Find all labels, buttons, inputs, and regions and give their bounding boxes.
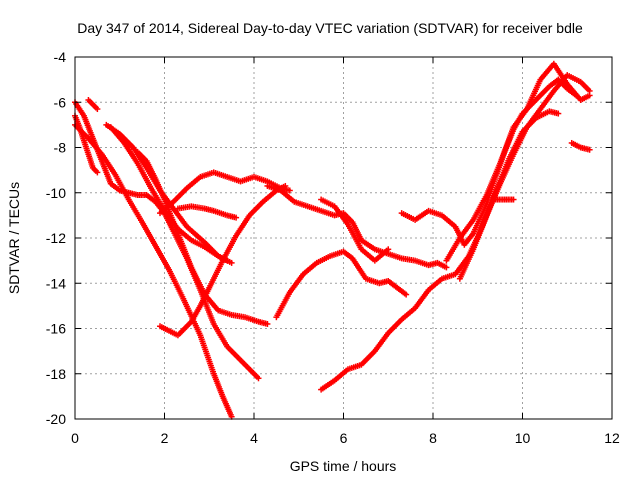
data-point (586, 92, 593, 99)
x-tick-label: 10 (515, 430, 531, 446)
chart-title: Day 347 of 2014, Sidereal Day-to-day VTE… (77, 20, 583, 36)
data-point (385, 246, 392, 253)
y-tick-label: -8 (54, 140, 67, 156)
y-axis-label: SDTVAR / TECUs (6, 182, 22, 294)
y-tick-label: -12 (46, 230, 66, 246)
axis-ticks: 0 2 4 6 8 10 12 -20 -18 -16 -14 -12 -10 -8 -6 -4 (46, 49, 620, 446)
x-axis-label: GPS time / hours (290, 458, 397, 474)
data-point (264, 320, 271, 327)
data-point (286, 187, 293, 194)
data-point (555, 110, 562, 117)
y-tick-label: -18 (46, 366, 66, 382)
data-point (510, 196, 517, 203)
gridlines (75, 57, 612, 419)
data-point (586, 146, 593, 153)
x-tick-label: 4 (250, 430, 258, 446)
data-point (282, 182, 289, 189)
data-point (233, 214, 240, 221)
y-tick-label: -20 (46, 411, 66, 427)
data-point (255, 375, 262, 382)
y-tick-label: -4 (54, 49, 67, 65)
x-tick-label: 0 (71, 430, 79, 446)
data-point (94, 169, 101, 176)
y-tick-label: -14 (46, 275, 66, 291)
x-tick-label: 6 (340, 430, 348, 446)
data-points (72, 60, 593, 420)
y-tick-label: -6 (54, 94, 67, 110)
data-point (228, 259, 235, 266)
data-point (94, 106, 101, 113)
x-tick-label: 8 (429, 430, 437, 446)
data-point (403, 291, 410, 298)
x-tick-label: 12 (604, 430, 620, 446)
y-tick-label: -16 (46, 321, 66, 337)
data-point (443, 264, 450, 271)
y-tick-label: -10 (46, 185, 66, 201)
x-tick-label: 2 (161, 430, 169, 446)
